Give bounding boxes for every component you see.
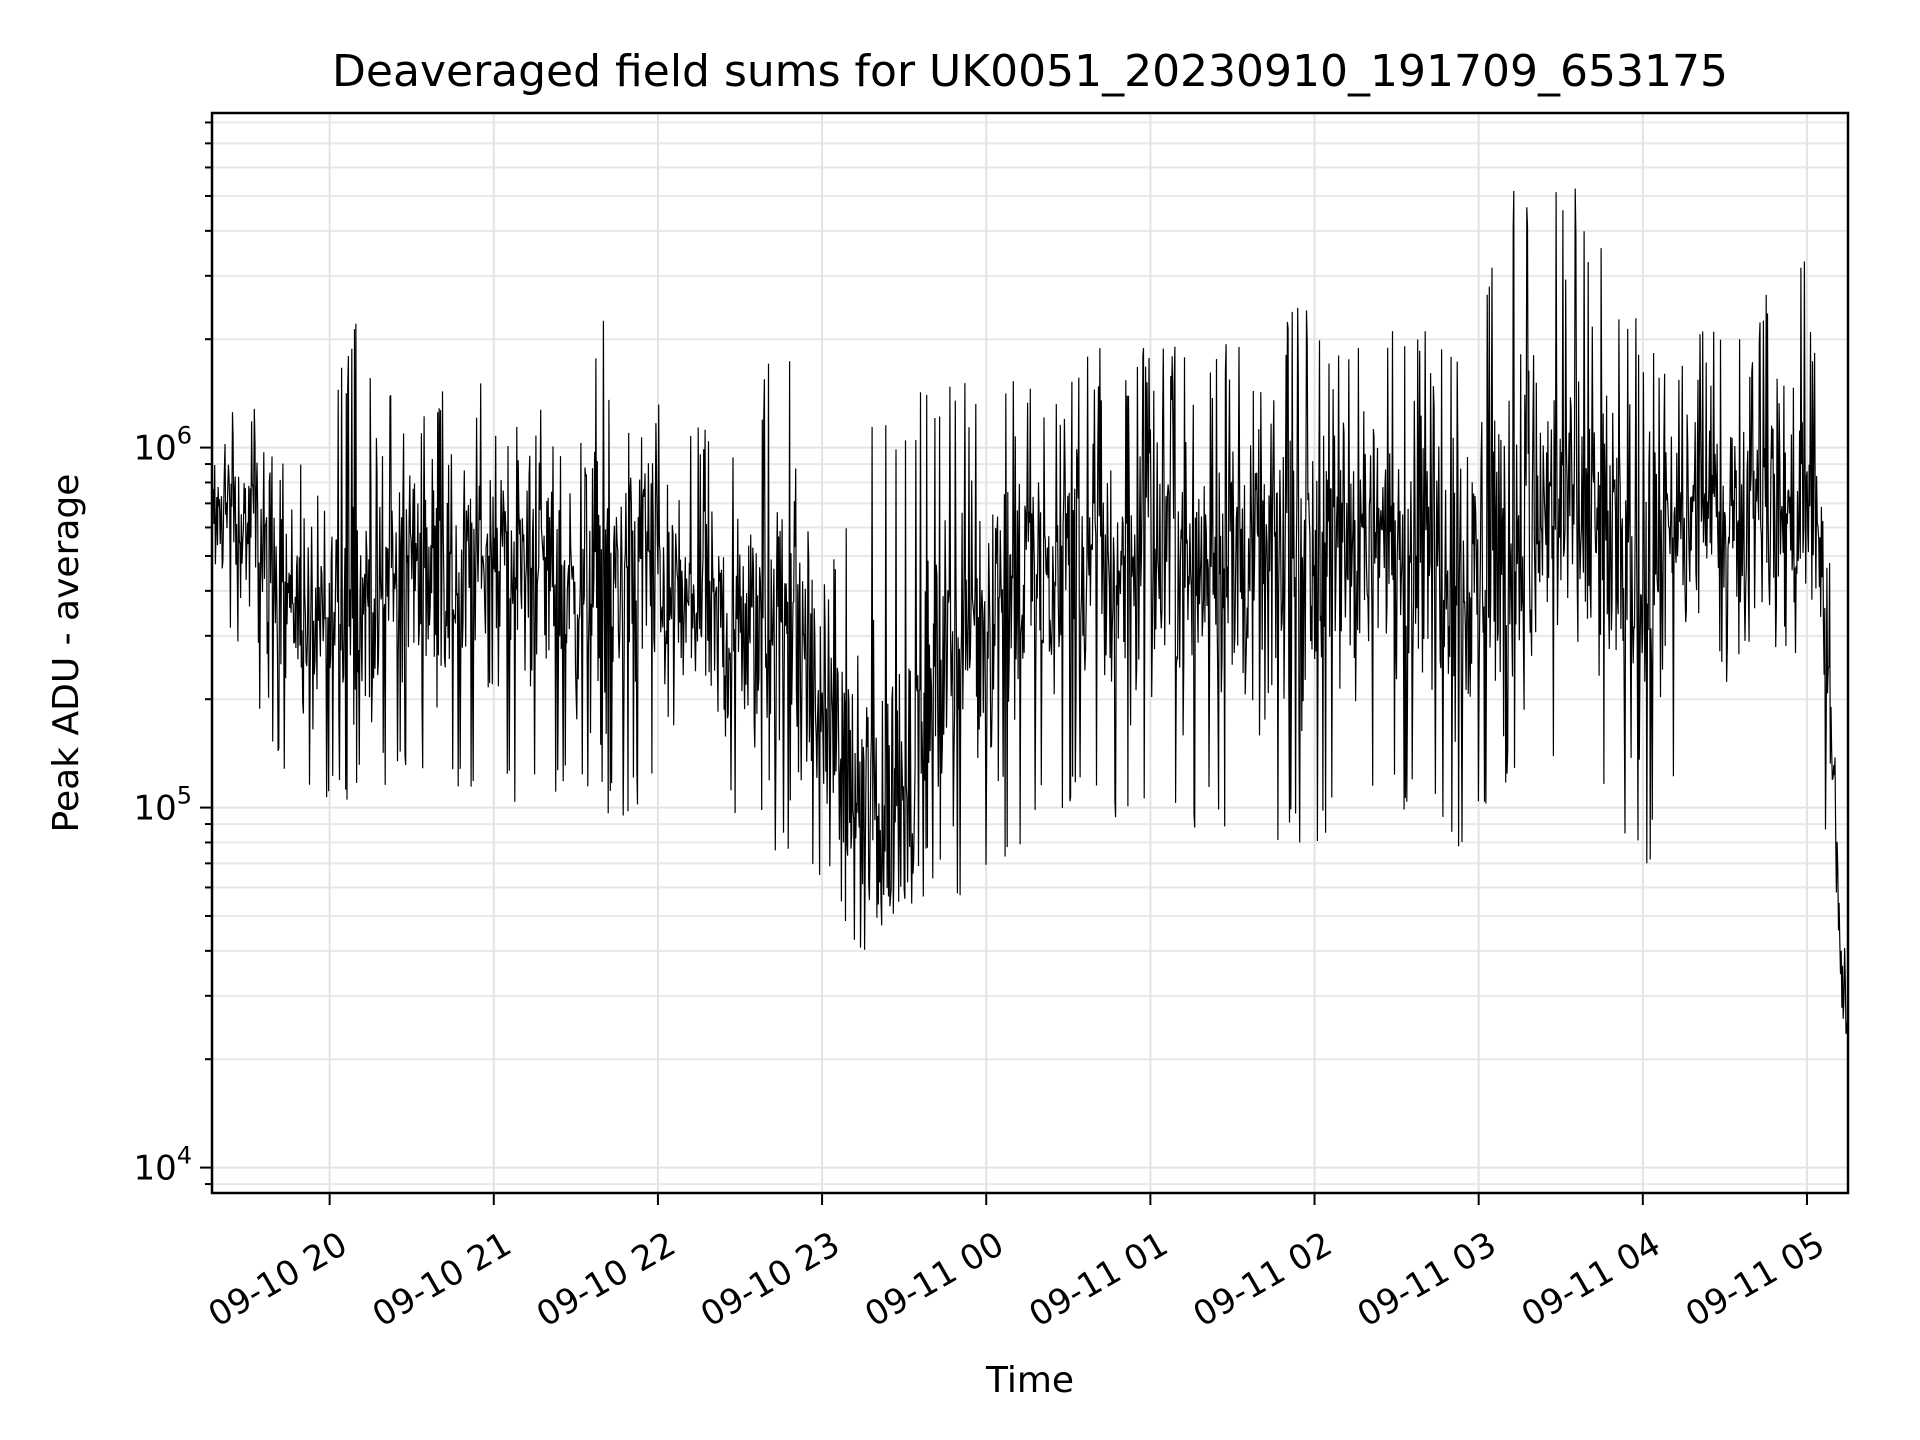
y-tick-exponent: 6 [177,422,192,450]
series-line [211,188,1849,1035]
y-tick-exponent: 5 [177,782,192,810]
grid [212,113,1848,1193]
plot-area [211,188,1849,1035]
y-tick-label: 105 [133,782,192,829]
y-axis-label: Peak ADU - average [46,474,87,833]
y-tick-exponent: 4 [177,1142,192,1170]
chart-title: Deaveraged field sums for UK0051_2023091… [332,46,1728,97]
y-tick-label: 106 [133,422,192,469]
y-tick-base: 10 [133,789,176,829]
y-tick-base: 10 [133,429,176,469]
axes-frame [210,111,1850,1195]
x-axis-label: Time [985,1360,1074,1401]
y-tick-label: 104 [133,1142,192,1189]
y-tick-base: 10 [133,1149,176,1189]
